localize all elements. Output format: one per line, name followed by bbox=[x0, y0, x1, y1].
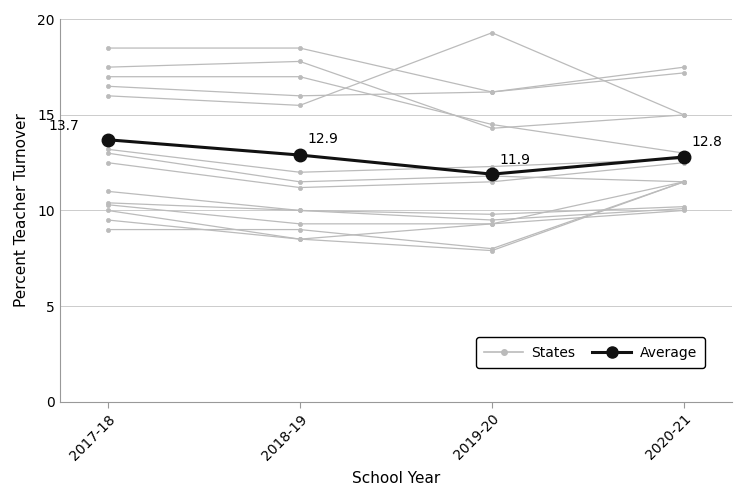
Legend: States, Average: States, Average bbox=[476, 337, 705, 368]
Text: 13.7: 13.7 bbox=[48, 119, 79, 133]
X-axis label: School Year: School Year bbox=[352, 471, 440, 486]
Text: 12.8: 12.8 bbox=[692, 136, 723, 149]
Y-axis label: Percent Teacher Turnover: Percent Teacher Turnover bbox=[14, 114, 29, 308]
Text: 11.9: 11.9 bbox=[500, 152, 530, 166]
Text: 12.9: 12.9 bbox=[307, 132, 339, 146]
